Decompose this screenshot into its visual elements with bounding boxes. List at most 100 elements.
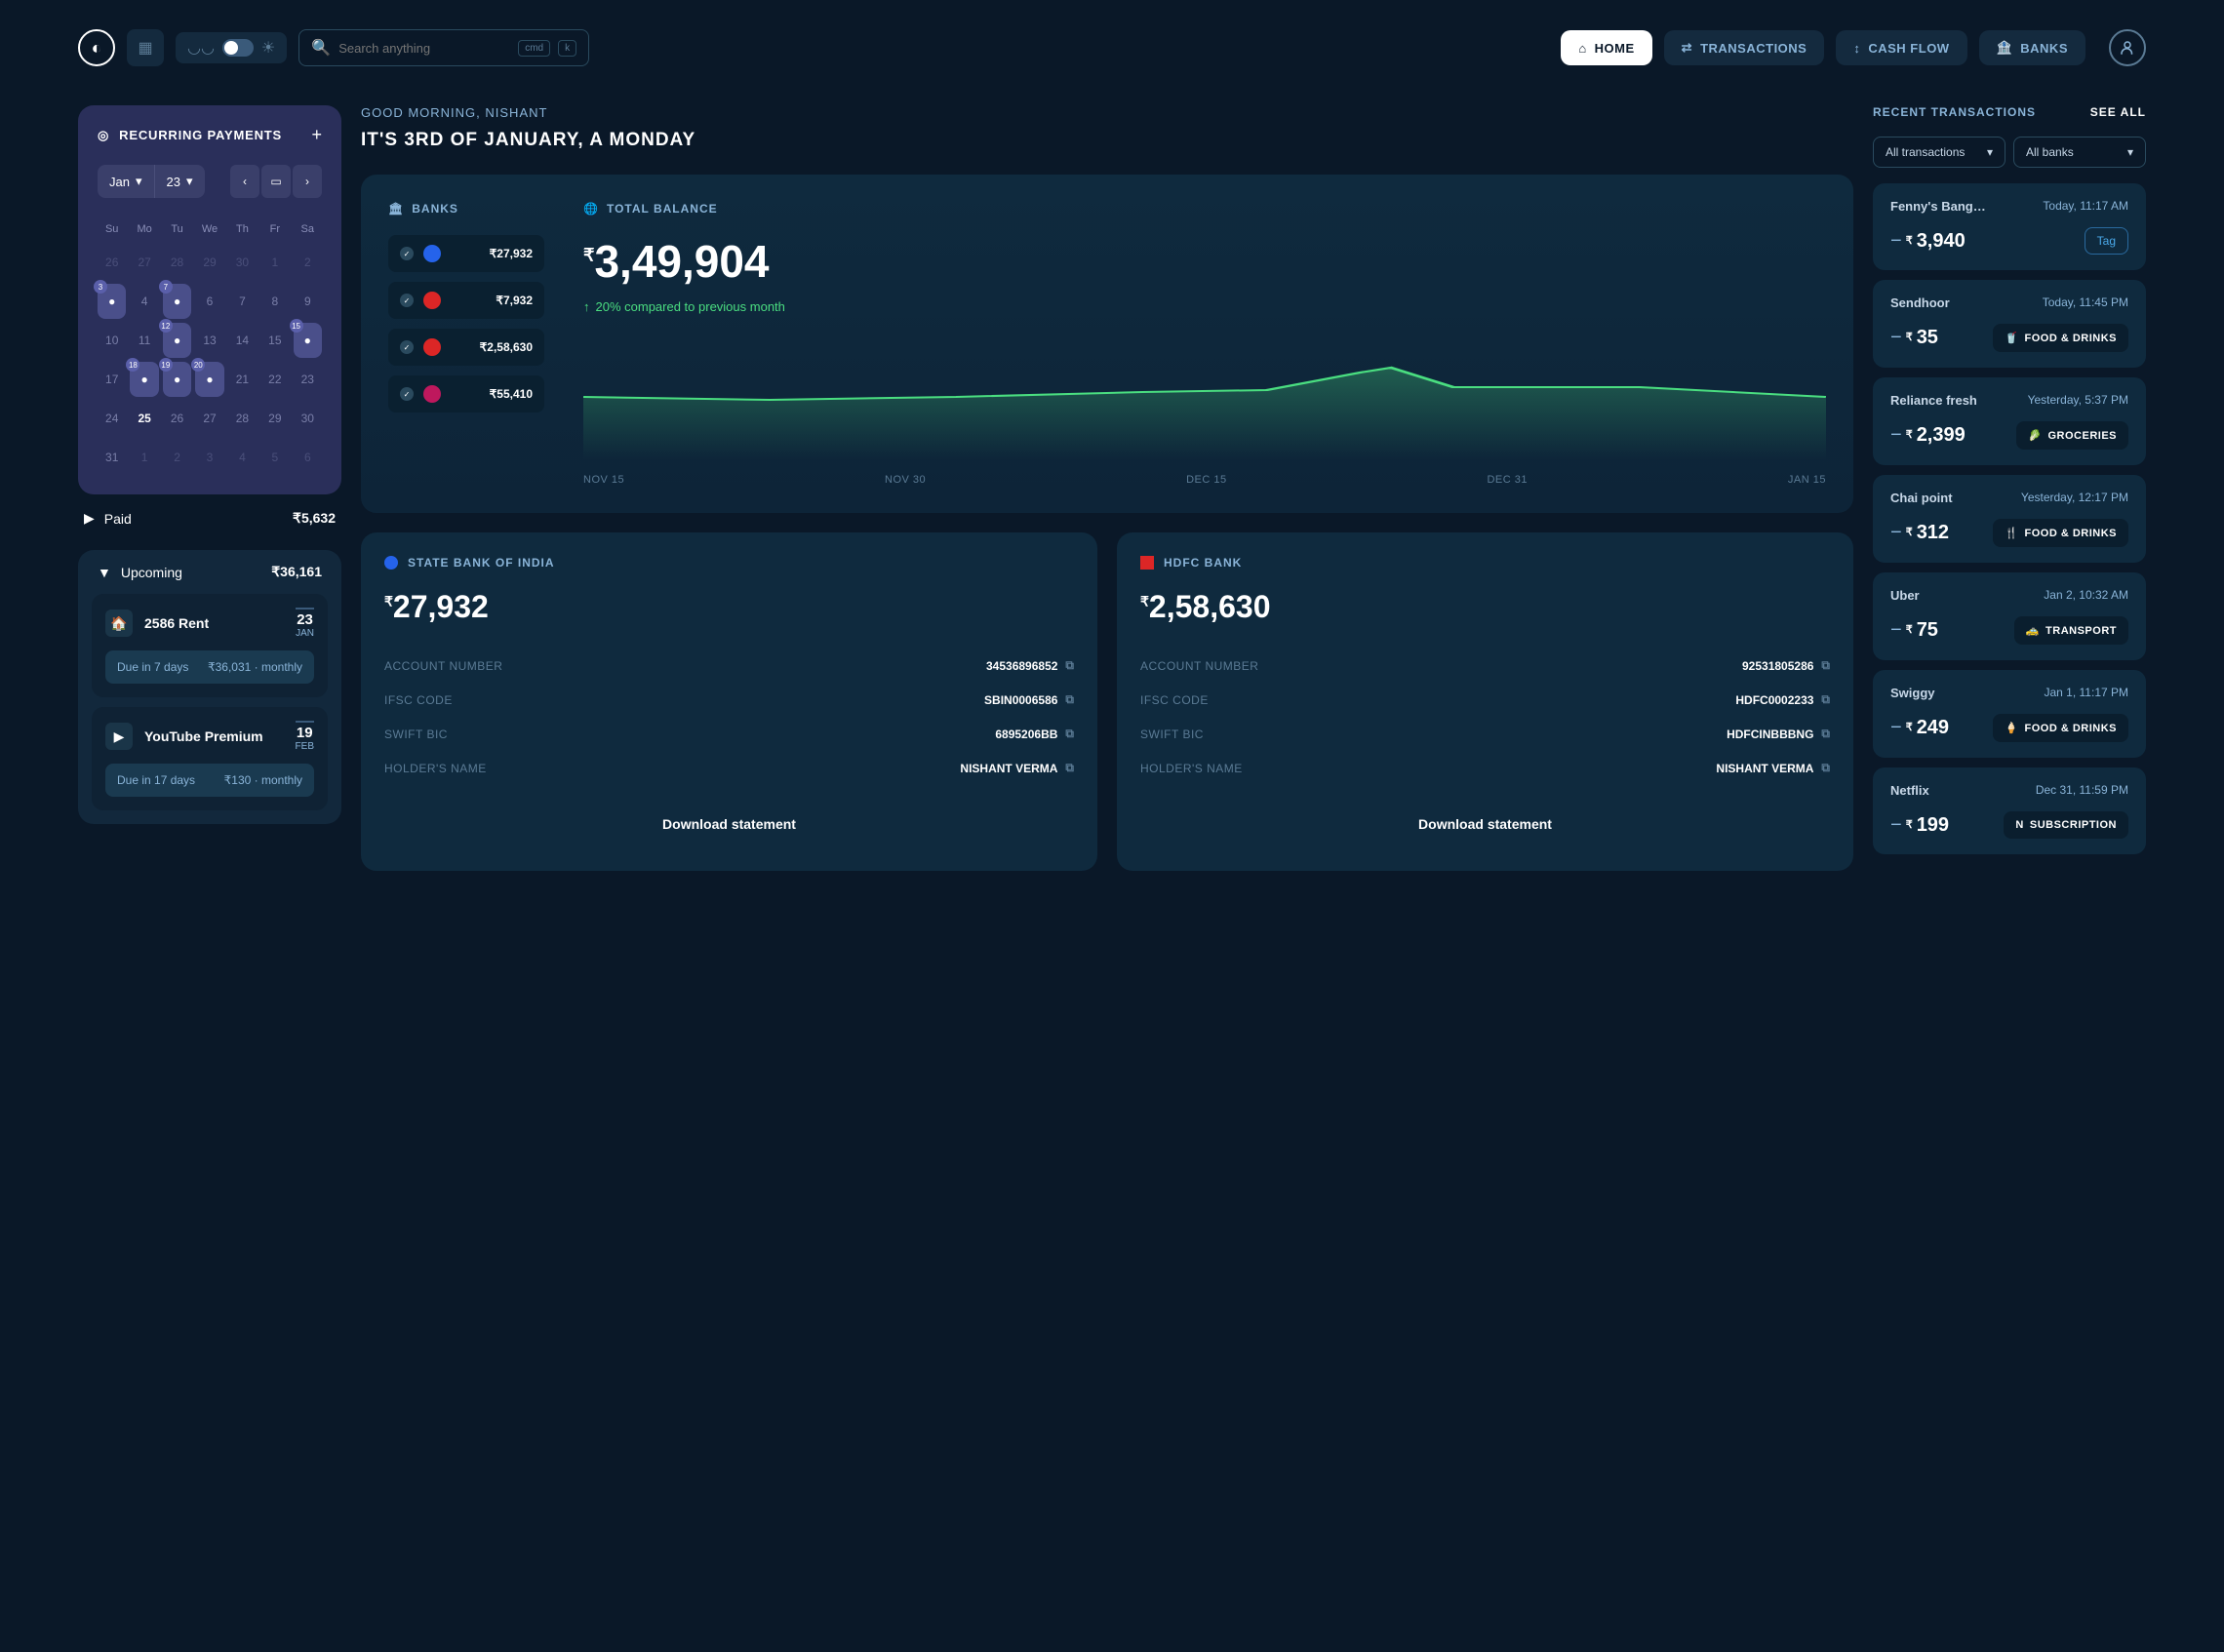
copy-icon[interactable]: ⧉ [1065, 761, 1074, 775]
cal-day[interactable]: 3● [98, 284, 126, 319]
bank-card: STATE BANK OF INDIA₹27,932ACCOUNT NUMBER… [361, 532, 1097, 871]
paid-summary[interactable]: ▶ Paid ₹5,632 [78, 494, 341, 542]
cal-day[interactable]: 29 [195, 245, 223, 280]
prev-month[interactable]: ‹ [230, 165, 259, 198]
cal-day[interactable]: 30 [228, 245, 257, 280]
cal-day[interactable]: 26 [98, 245, 126, 280]
copy-icon[interactable]: ⧉ [1065, 658, 1074, 673]
add-icon[interactable]: + [311, 125, 322, 145]
filter-type[interactable]: All transactions ▾ [1873, 137, 2006, 168]
cal-day[interactable]: 31 [98, 440, 126, 475]
bank-row[interactable]: ✓₹27,932 [388, 235, 544, 272]
cal-day[interactable]: 25 [130, 401, 158, 436]
chevron-down-icon: ▾ [186, 174, 193, 189]
copy-icon[interactable]: ⧉ [1821, 761, 1830, 775]
cal-day[interactable]: 27 [130, 245, 158, 280]
copy-icon[interactable]: ⧉ [1821, 692, 1830, 707]
nav-transactions[interactable]: ⇄TRANSACTIONS [1664, 30, 1825, 65]
detail-label: ACCOUNT NUMBER [1140, 659, 1258, 673]
bank-detail-row: HOLDER'S NAMENISHANT VERMA ⧉ [1140, 751, 1830, 785]
today-button[interactable]: ▭ [261, 165, 291, 198]
cal-day[interactable]: 30 [294, 401, 322, 436]
see-all-link[interactable]: SEE ALL [2090, 105, 2146, 119]
bank-row[interactable]: ✓₹7,932 [388, 282, 544, 319]
cal-day[interactable]: 12● [163, 323, 191, 358]
cal-day[interactable]: 22 [260, 362, 289, 397]
cal-day[interactable]: 8 [260, 284, 289, 319]
transaction-card[interactable]: Chai pointYesterday, 12:17 PM−₹312🍴 FOOD… [1873, 475, 2146, 563]
bank-card-header: HDFC BANK [1140, 556, 1830, 570]
transaction-card[interactable]: UberJan 2, 10:32 AM−₹75🚕 TRANSPORT [1873, 572, 2146, 660]
download-statement-button[interactable]: Download statement [384, 801, 1074, 847]
month-selector[interactable]: Jan ▾ 23 ▾ [98, 165, 205, 198]
toggle-switch[interactable] [222, 39, 254, 57]
transaction-card[interactable]: Reliance freshYesterday, 5:37 PM−₹2,399🥬… [1873, 377, 2146, 465]
cal-day[interactable]: 27 [195, 401, 223, 436]
copy-icon[interactable]: ⧉ [1821, 727, 1830, 741]
upcoming-card[interactable]: ▶YouTube Premium19FEBDue in 17 days₹130 … [92, 707, 328, 810]
filter-bank[interactable]: All banks ▾ [2013, 137, 2146, 168]
cal-day[interactable]: 26 [163, 401, 191, 436]
cal-day[interactable]: 21 [228, 362, 257, 397]
upcoming-summary[interactable]: ▼ Upcoming ₹36,161 [92, 564, 328, 594]
cal-day[interactable]: 13 [195, 323, 223, 358]
kbd-k: k [558, 40, 576, 57]
bank-card-balance: ₹27,932 [384, 589, 1074, 625]
search-box[interactable]: 🔍 cmd k [298, 29, 589, 66]
cal-day[interactable]: 18● [130, 362, 158, 397]
copy-icon[interactable]: ⧉ [1065, 692, 1074, 707]
copy-icon[interactable]: ⧉ [1065, 727, 1074, 741]
cal-day[interactable]: 14 [228, 323, 257, 358]
bank-row[interactable]: ✓₹55,410 [388, 375, 544, 413]
transaction-card[interactable]: Fenny's Bang…Today, 11:17 AM−₹3,940Tag [1873, 183, 2146, 270]
transaction-card[interactable]: NetflixDec 31, 11:59 PM−₹199N SUBSCRIPTI… [1873, 767, 2146, 854]
cal-day[interactable]: 28 [163, 245, 191, 280]
transaction-card[interactable]: SendhoorToday, 11:45 PM−₹35🥤 FOOD & DRIN… [1873, 280, 2146, 368]
cal-day[interactable]: 11 [130, 323, 158, 358]
cal-day[interactable]: 20● [195, 362, 223, 397]
cal-day[interactable]: 23 [294, 362, 322, 397]
upcoming-date: 19FEB [296, 721, 314, 752]
cal-day[interactable]: 15 [260, 323, 289, 358]
theme-toggle[interactable]: ◡◡ ☀ [176, 32, 287, 63]
nav-banks[interactable]: 🏦BANKS [1979, 30, 2085, 65]
cal-day[interactable]: 28 [228, 401, 257, 436]
upcoming-label: Upcoming [121, 565, 182, 580]
user-avatar[interactable] [2109, 29, 2146, 66]
grid-icon[interactable]: ▦ [127, 29, 164, 66]
cal-day[interactable]: 15● [294, 323, 322, 358]
transaction-card[interactable]: SwiggyJan 1, 11:17 PM−₹249🍦 FOOD & DRINK… [1873, 670, 2146, 758]
cal-day[interactable]: 7● [163, 284, 191, 319]
search-input[interactable] [338, 41, 510, 56]
upcoming-card[interactable]: 🏠2586 Rent23JANDue in 7 days₹36,031 · mo… [92, 594, 328, 697]
cal-day[interactable]: 7 [228, 284, 257, 319]
cal-day[interactable]: 10 [98, 323, 126, 358]
cal-day[interactable]: 29 [260, 401, 289, 436]
copy-icon[interactable]: ⧉ [1821, 658, 1830, 673]
cal-day[interactable]: 17 [98, 362, 126, 397]
category-icon: 🥤 [2005, 332, 2018, 344]
cal-day[interactable]: 6 [195, 284, 223, 319]
cal-day[interactable]: 9 [294, 284, 322, 319]
cal-day[interactable]: 6 [294, 440, 322, 475]
cal-day[interactable]: 1 [130, 440, 158, 475]
nav-home[interactable]: ⌂HOME [1561, 30, 1651, 65]
bank-row[interactable]: ✓₹2,58,630 [388, 329, 544, 366]
cal-day[interactable]: 1 [260, 245, 289, 280]
cal-day[interactable]: 24 [98, 401, 126, 436]
cal-day[interactable]: 19● [163, 362, 191, 397]
upcoming-date: 23JAN [296, 608, 314, 639]
nav-cash flow[interactable]: ↕CASH FLOW [1836, 30, 1966, 65]
cal-day[interactable]: 5 [260, 440, 289, 475]
download-statement-button[interactable]: Download statement [1140, 801, 1830, 847]
merchant-name: Swiggy [1890, 686, 1935, 700]
cal-day[interactable]: 4 [130, 284, 158, 319]
cal-day[interactable]: 2 [163, 440, 191, 475]
chart-label: JAN 15 [1788, 474, 1826, 486]
cal-day[interactable]: 2 [294, 245, 322, 280]
cal-day[interactable]: 3 [195, 440, 223, 475]
cal-day[interactable]: 4 [228, 440, 257, 475]
tag-button[interactable]: Tag [2085, 227, 2128, 255]
next-month[interactable]: › [293, 165, 322, 198]
transactions-title: RECENT TRANSACTIONS [1873, 105, 2036, 119]
